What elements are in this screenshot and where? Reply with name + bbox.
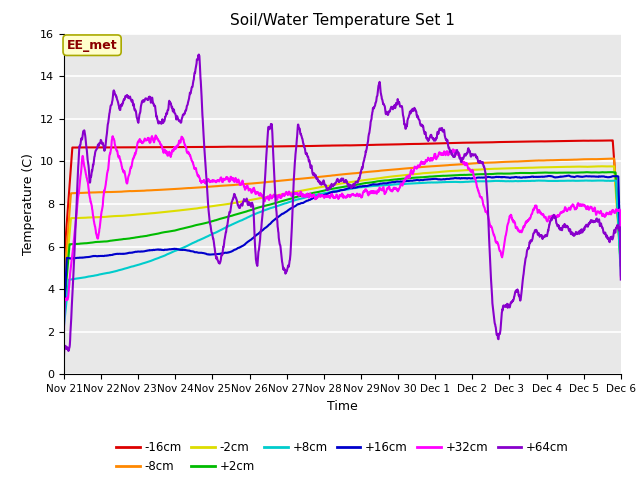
-16cm: [499, 139, 506, 145]
Line: -8cm: -8cm: [64, 158, 621, 284]
+32cm: [617, 274, 625, 279]
-8cm: [88, 190, 96, 195]
+2cm: [617, 265, 625, 271]
Legend: -16cm, -8cm, -2cm, +2cm, +8cm, +16cm, +32cm, +64cm: -16cm, -8cm, -2cm, +2cm, +8cm, +16cm, +3…: [111, 436, 573, 478]
+8cm: [601, 178, 609, 183]
+8cm: [331, 188, 339, 194]
+8cm: [88, 273, 96, 279]
+16cm: [88, 253, 96, 259]
+32cm: [152, 132, 159, 138]
-2cm: [331, 182, 339, 188]
-2cm: [601, 164, 609, 169]
+16cm: [60, 313, 68, 319]
-8cm: [611, 156, 618, 161]
Y-axis label: Temperature (C): Temperature (C): [22, 153, 35, 255]
+64cm: [88, 167, 96, 172]
Line: +16cm: +16cm: [64, 176, 621, 316]
+2cm: [600, 169, 608, 175]
-2cm: [617, 264, 625, 269]
+8cm: [601, 178, 609, 184]
+32cm: [601, 213, 609, 218]
-16cm: [617, 251, 625, 256]
+32cm: [331, 194, 339, 200]
+16cm: [316, 193, 324, 199]
+64cm: [316, 181, 324, 187]
-8cm: [600, 156, 608, 162]
-8cm: [499, 159, 506, 165]
+2cm: [88, 240, 96, 245]
Text: EE_met: EE_met: [67, 39, 117, 52]
-2cm: [60, 293, 68, 299]
+8cm: [60, 323, 68, 329]
-8cm: [331, 172, 339, 178]
+64cm: [331, 180, 339, 186]
+64cm: [601, 230, 609, 236]
+2cm: [316, 189, 324, 194]
+32cm: [499, 252, 506, 258]
+64cm: [617, 276, 625, 282]
+16cm: [601, 174, 609, 180]
-8cm: [617, 259, 625, 265]
-8cm: [60, 281, 68, 287]
-8cm: [601, 156, 609, 162]
-16cm: [60, 258, 68, 264]
-2cm: [598, 163, 605, 169]
-2cm: [316, 184, 324, 190]
+64cm: [499, 307, 506, 313]
-16cm: [316, 143, 324, 149]
+2cm: [60, 307, 68, 312]
Line: +64cm: +64cm: [64, 55, 621, 356]
+2cm: [499, 171, 506, 177]
+16cm: [601, 174, 609, 180]
+2cm: [607, 169, 615, 175]
-16cm: [601, 138, 609, 144]
-16cm: [609, 138, 616, 144]
+8cm: [499, 178, 506, 184]
+8cm: [316, 191, 324, 197]
Line: -2cm: -2cm: [64, 166, 621, 296]
+64cm: [601, 230, 609, 236]
+2cm: [601, 169, 609, 175]
+16cm: [617, 263, 625, 268]
+8cm: [582, 178, 590, 183]
+32cm: [316, 194, 324, 200]
+64cm: [195, 52, 203, 58]
+32cm: [60, 328, 68, 334]
+16cm: [499, 174, 506, 180]
Title: Soil/Water Temperature Set 1: Soil/Water Temperature Set 1: [230, 13, 455, 28]
-16cm: [600, 138, 608, 144]
-16cm: [88, 144, 96, 150]
+64cm: [60, 353, 68, 359]
Line: +2cm: +2cm: [64, 172, 621, 310]
-2cm: [88, 215, 96, 220]
-16cm: [331, 143, 339, 148]
+32cm: [601, 214, 609, 220]
Line: -16cm: -16cm: [64, 141, 621, 261]
-2cm: [499, 166, 506, 171]
+32cm: [88, 207, 96, 213]
+2cm: [331, 185, 339, 191]
+16cm: [565, 173, 573, 179]
-2cm: [601, 164, 609, 169]
-8cm: [316, 174, 324, 180]
Line: +8cm: +8cm: [64, 180, 621, 326]
X-axis label: Time: Time: [327, 400, 358, 413]
+8cm: [617, 272, 625, 277]
Line: +32cm: +32cm: [64, 135, 621, 331]
+16cm: [331, 189, 339, 195]
